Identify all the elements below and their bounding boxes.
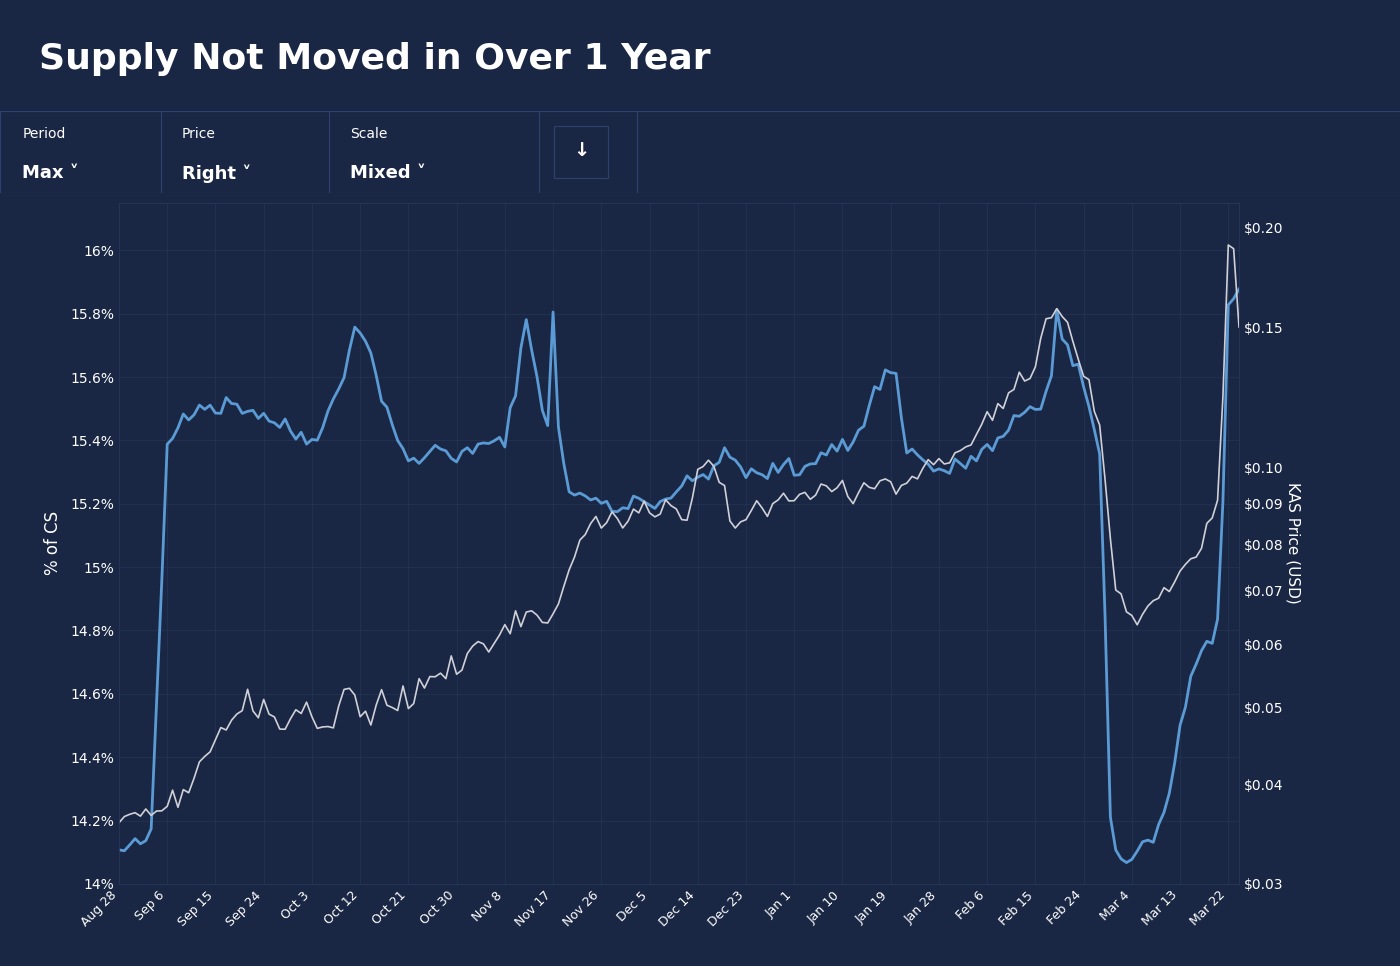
- Text: Period: Period: [22, 128, 66, 141]
- Y-axis label: % of CS: % of CS: [43, 511, 62, 576]
- Y-axis label: KAS Price (USD): KAS Price (USD): [1285, 482, 1301, 605]
- Text: Price: Price: [182, 128, 216, 141]
- Text: Mixed ˅: Mixed ˅: [350, 164, 426, 183]
- Text: ↓: ↓: [573, 141, 589, 160]
- Text: Right ˅: Right ˅: [182, 164, 251, 183]
- Text: Max ˅: Max ˅: [22, 164, 80, 183]
- Text: Scale: Scale: [350, 128, 388, 141]
- Text: Supply Not Moved in Over 1 Year: Supply Not Moved in Over 1 Year: [39, 43, 711, 76]
